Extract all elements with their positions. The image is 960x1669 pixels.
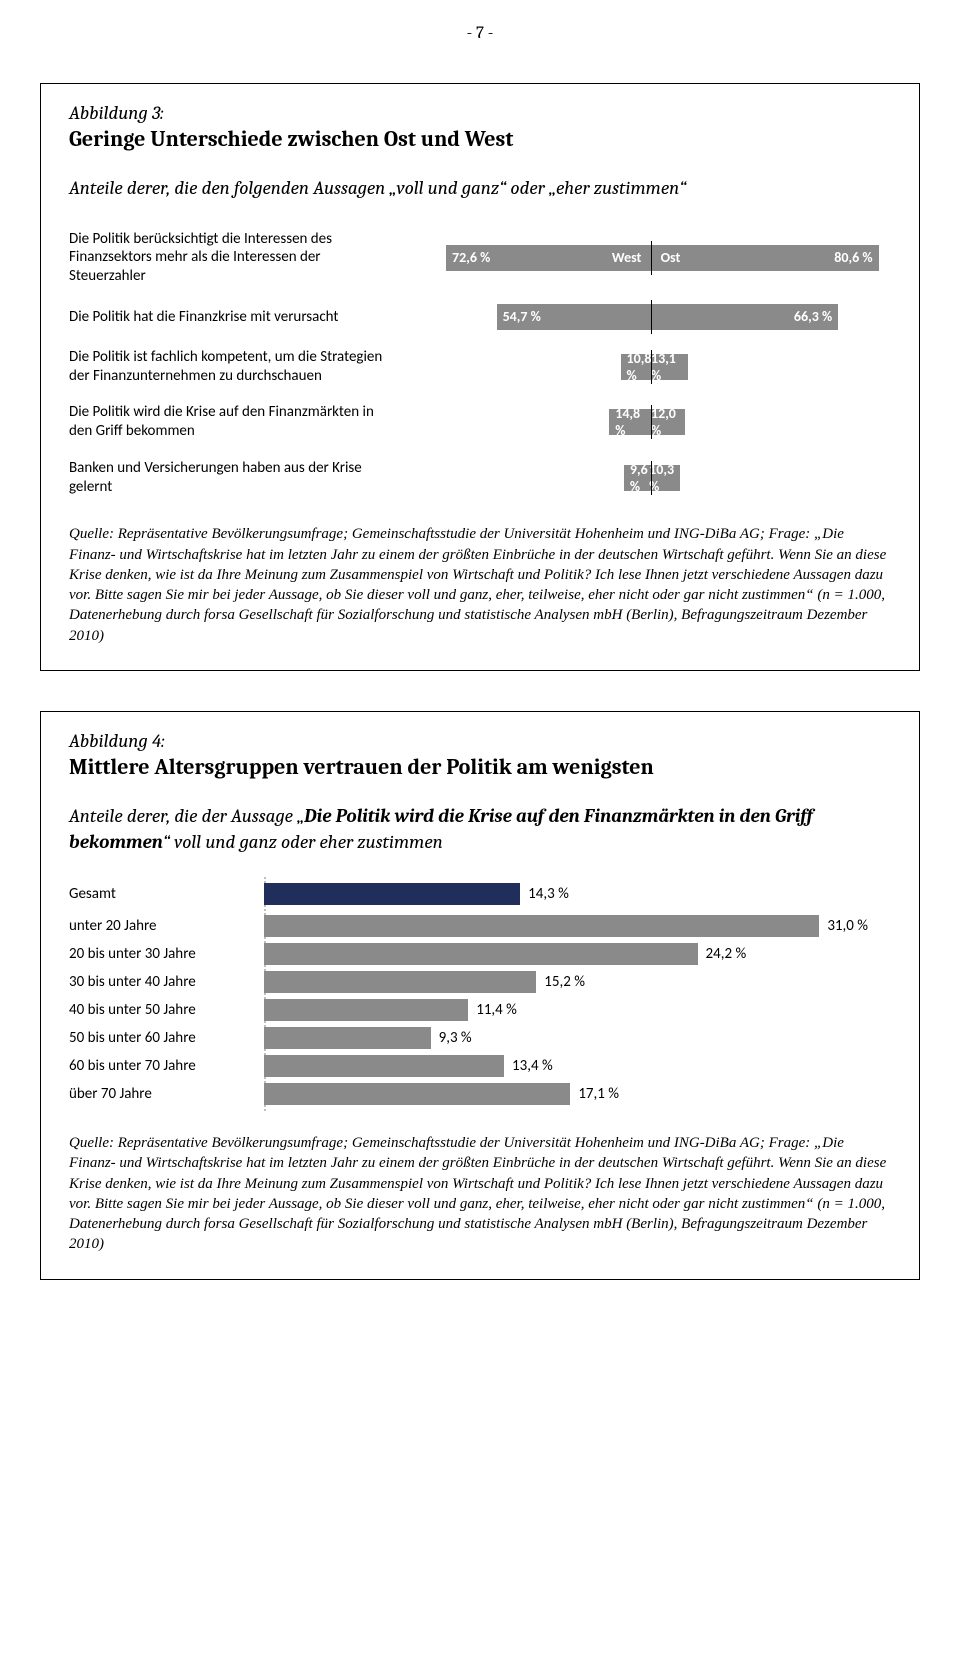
hbar-value: 17,1 % [570, 1083, 619, 1105]
chart-row: Die Politik ist fachlich kompetent, um d… [69, 348, 891, 386]
baseline [651, 461, 652, 495]
subtitle-text: voll und ganz [396, 177, 499, 199]
hbar-row: unter 20 Jahre 31,0 % [69, 915, 891, 937]
horizontal-bar-chart: Gesamt 14,3 % unter 20 Jahre 31,0 % 20 bis u… [69, 883, 891, 1105]
page-number: - 7 - [40, 24, 920, 43]
hbar-value: 24,2 % [698, 943, 747, 965]
figure-4-title: Mittlere Altersgruppen vertrauen der Pol… [69, 754, 891, 780]
figure-4-source: Quelle: Repräsentative Bevölkerungsumfra… [69, 1133, 891, 1255]
figure-3-title: Geringe Unterschiede zwischen Ost und We… [69, 126, 891, 152]
chart-row-bars: 9,6 %10,3 % [411, 465, 891, 491]
bar-ost: 13,1 % [651, 354, 688, 380]
hbar-label: 50 bis unter 60 Jahre [69, 1029, 264, 1047]
bar-ost: 80,6 % [651, 245, 879, 271]
hbar-row: Gesamt 14,3 % [69, 883, 891, 905]
subtitle-text: “ oder „ [499, 177, 556, 199]
chart-row-bars: 72,6 %80,6 %WestOst [411, 245, 891, 271]
hbar-track: 14,3 % [264, 883, 891, 905]
hbar-row: über 70 Jahre 17,1 % [69, 1083, 891, 1105]
figure-3-subtitle: Anteile derer, die den folgenden Aussage… [69, 176, 891, 202]
hbar-row: 50 bis unter 60 Jahre 9,3 % [69, 1027, 891, 1049]
hbar [264, 1083, 570, 1105]
hbar-label: Gesamt [69, 885, 264, 903]
hbar-track: 11,4 % [264, 999, 891, 1021]
hbar-row: 30 bis unter 40 Jahre 15,2 % [69, 971, 891, 993]
hbar-value: 9,3 % [431, 1027, 472, 1049]
figure-4-label: Abbildung 4: [69, 730, 891, 752]
hbar-track: 17,1 % [264, 1083, 891, 1105]
hbar-track: 31,0 % [264, 915, 891, 937]
hbar [264, 1027, 431, 1049]
baseline [651, 300, 652, 334]
legend-ost: Ost [661, 245, 681, 271]
figure-4-box: Abbildung 4: Mittlere Altersgruppen vert… [40, 711, 920, 1280]
hbar [264, 971, 536, 993]
hbar-row: 60 bis unter 70 Jahre 13,4 % [69, 1055, 891, 1077]
hbar [264, 915, 819, 937]
bar-west: 14,8 % [609, 409, 651, 435]
hbar-value: 14,3 % [520, 883, 569, 905]
subtitle-text: “ voll und ganz oder eher zustimmen [163, 831, 443, 853]
subtitle-text: “ [679, 177, 686, 199]
hbar-value: 31,0 % [819, 915, 868, 937]
hbar-track: 13,4 % [264, 1055, 891, 1077]
figure-3-source: Quelle: Repräsentative Bevölkerungsumfra… [69, 524, 891, 646]
chart-row: Die Politik wird die Krise auf den Finan… [69, 403, 891, 441]
chart-row: Banken und Versicherungen haben aus der … [69, 459, 891, 497]
hbar-label: über 70 Jahre [69, 1085, 264, 1103]
hbar-track: 15,2 % [264, 971, 891, 993]
bar-ost: 12,0 % [651, 409, 685, 435]
baseline [651, 405, 652, 439]
hbar [264, 883, 520, 905]
baseline [651, 350, 652, 384]
figure-4-subtitle: Anteile derer, die der Aussage „Die Poli… [69, 804, 891, 855]
hbar-label: 30 bis unter 40 Jahre [69, 973, 264, 991]
bar-west: 9,6 % [624, 465, 651, 491]
chart-row: Die Politik berücksichtigt die Interesse… [69, 230, 891, 286]
figure-3-box: Abbildung 3: Geringe Unterschiede zwisch… [40, 83, 920, 671]
bar-west: 10,8 % [621, 354, 651, 380]
chart-row: Die Politik hat die Finanzkrise mit veru… [69, 304, 891, 330]
hbar [264, 999, 468, 1021]
bar-ost: 10,3 % [651, 465, 680, 491]
baseline [651, 241, 652, 275]
hbar-label: 20 bis unter 30 Jahre [69, 945, 264, 963]
chart-row-bars: 54,7 %66,3 % [411, 304, 891, 330]
legend-west: West [612, 245, 642, 271]
hbar-row: 20 bis unter 30 Jahre 24,2 % [69, 943, 891, 965]
diverging-chart: Die Politik berücksichtigt die Interesse… [69, 230, 891, 497]
hbar-value: 15,2 % [536, 971, 585, 993]
chart-row-label: Die Politik ist fachlich kompetent, um d… [69, 348, 411, 386]
figure-3-label: Abbildung 3: [69, 102, 891, 124]
hbar-track: 9,3 % [264, 1027, 891, 1049]
hbar-label: 60 bis unter 70 Jahre [69, 1057, 264, 1075]
subtitle-text: eher zustimmen [556, 177, 679, 199]
hbar-value: 11,4 % [468, 999, 517, 1021]
bar-west: 54,7 % [497, 304, 651, 330]
chart-row-label: Die Politik berücksichtigt die Interesse… [69, 230, 411, 286]
hbar-label: 40 bis unter 50 Jahre [69, 1001, 264, 1019]
chart-row-label: Die Politik wird die Krise auf den Finan… [69, 403, 411, 441]
hbar-row: 40 bis unter 50 Jahre 11,4 % [69, 999, 891, 1021]
bar-ost: 66,3 % [651, 304, 838, 330]
chart-row-label: Banken und Versicherungen haben aus der … [69, 459, 411, 497]
hbar-label: unter 20 Jahre [69, 917, 264, 935]
chart-row-bars: 10,8 %13,1 % [411, 354, 891, 380]
chart-row-bars: 14,8 %12,0 % [411, 409, 891, 435]
subtitle-text: Anteile derer, die der Aussage „ [69, 805, 304, 827]
hbar-value: 13,4 % [504, 1055, 553, 1077]
hbar-track: 24,2 % [264, 943, 891, 965]
hbar [264, 943, 698, 965]
subtitle-text: Anteile derer, die den folgenden Aussage… [69, 177, 396, 199]
hbar [264, 1055, 504, 1077]
hbar-group: unter 20 Jahre 31,0 % 20 bis unter 30 Jahr… [69, 915, 891, 1105]
chart-row-label: Die Politik hat die Finanzkrise mit veru… [69, 308, 411, 327]
